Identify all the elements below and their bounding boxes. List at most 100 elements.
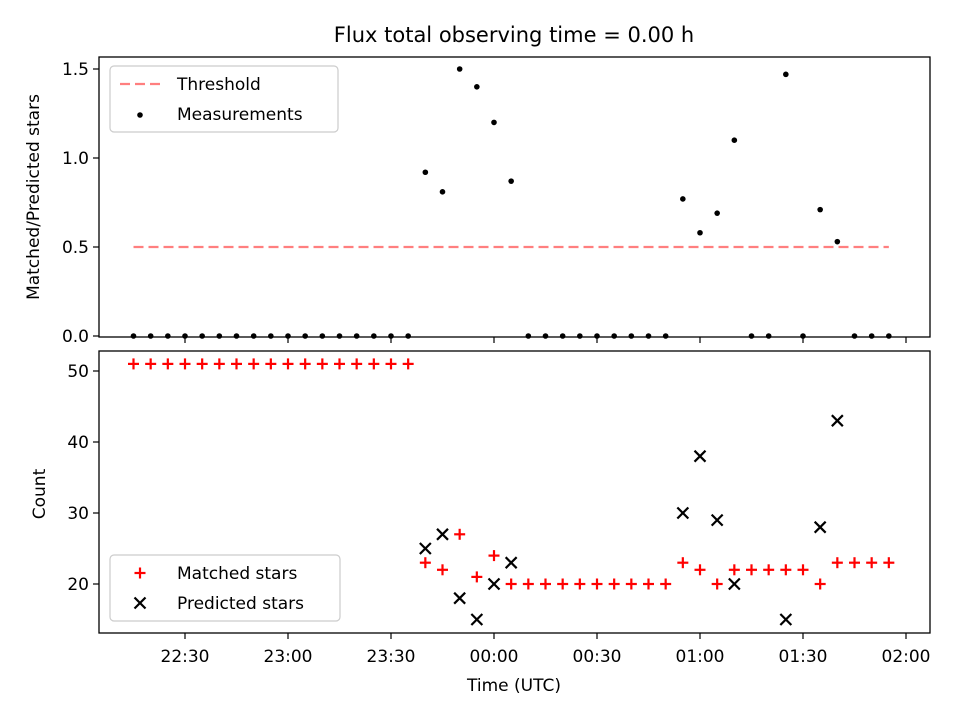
matched-star-point <box>179 358 191 370</box>
predicted-star-point <box>487 577 501 591</box>
matched-star-point <box>248 358 260 370</box>
measurement-point <box>319 333 326 339</box>
measurement-point <box>250 333 257 339</box>
bottom-axes-frame <box>98 350 931 634</box>
bottom-x-tick-label: 02:00 <box>882 647 931 667</box>
matched-star-point <box>265 358 277 370</box>
measurement-point <box>268 333 274 339</box>
matched-star-point <box>505 578 517 590</box>
bottom-x-tick-label: 01:00 <box>676 647 725 667</box>
measurement-point <box>233 333 240 339</box>
top-title: Flux total observing time = 0.00 h <box>334 23 694 47</box>
x-marker-b <box>693 449 707 463</box>
matched-star-point <box>814 578 826 590</box>
measurement-point <box>491 119 497 126</box>
bottom-xlabel: Time (UTC) <box>466 676 561 696</box>
matched-star-point <box>763 564 775 576</box>
x-marker-b <box>728 577 741 591</box>
matched-star-point <box>282 358 294 370</box>
measurement-point <box>285 333 291 339</box>
x-marker-b <box>453 591 466 605</box>
measurement-point <box>748 333 755 339</box>
top-legend-box <box>109 65 339 133</box>
bottom-x-ticks: 22:30 23:00 23:30 00:00 00:30 01:00 01:30 02:00 <box>161 633 931 667</box>
matched-star-point <box>471 571 483 583</box>
matched-star-point <box>351 358 363 370</box>
bottom-x-tick-label: 01:30 <box>779 647 828 667</box>
matched-star-point <box>797 564 809 576</box>
legend-predicted-label: Predicted stars <box>177 594 304 614</box>
top-axes-frame <box>98 56 931 338</box>
predicted-star-point <box>813 520 827 534</box>
measurement-point <box>628 333 635 339</box>
top-legend: Threshold Measurements <box>109 65 339 133</box>
matched-star-point <box>522 578 534 590</box>
matched-star-point <box>128 358 139 370</box>
predicted-star-point <box>779 613 793 626</box>
bottom-x-tick-label: 00:00 <box>470 647 519 667</box>
top-y-tick-label: 0.5 <box>62 238 89 258</box>
x-marker-b <box>436 528 449 541</box>
matched-star-point <box>831 557 843 569</box>
matched-star-point <box>866 557 878 569</box>
matched-star-point <box>299 358 311 370</box>
measurement-point <box>508 178 514 184</box>
matched-star-point <box>213 358 225 370</box>
x-marker-b <box>831 414 844 427</box>
matched-star-point <box>385 358 397 370</box>
matched-star-point <box>728 564 740 576</box>
measurement-point <box>147 333 154 339</box>
matched-star-point <box>677 557 689 569</box>
matched-star-point <box>145 358 157 370</box>
bottom-x-tick-label: 00:30 <box>573 647 622 667</box>
measurement-point <box>645 333 652 339</box>
predicted-star-point <box>710 513 724 527</box>
matched-star-point <box>196 358 208 370</box>
matched-star-point <box>746 564 757 576</box>
matched-star-point <box>231 358 242 370</box>
predicted-star-point <box>728 577 741 591</box>
top-panel: Flux total observing time = 0.00 h Match… <box>24 23 931 347</box>
matched-star-point <box>694 564 706 576</box>
matched-star-point <box>334 358 345 370</box>
measurement-point <box>680 196 686 202</box>
matched-star-point <box>454 528 466 540</box>
top-y-ticks: 0.0 0.5 1.0 1.5 <box>62 60 99 347</box>
matched-star-point <box>488 550 500 562</box>
x-marker-b <box>813 520 827 534</box>
top-ylabel: Matched/Predicted stars <box>24 94 44 300</box>
matched-star-point <box>316 358 328 370</box>
legend-predicted-swatch <box>133 596 147 610</box>
legend-matched-swatch <box>134 567 146 579</box>
top-y-tick-label: 1.0 <box>62 149 89 169</box>
measurement-point <box>800 333 806 339</box>
bottom-panel: Count Time (UTC) 20 30 40 50 22:30 23:00 23:3… <box>30 350 931 696</box>
matched-star-point <box>591 578 603 590</box>
measurement-point <box>851 333 858 339</box>
x-marker-b <box>676 506 690 520</box>
x-marker-b <box>419 542 432 555</box>
matched-star-point <box>574 578 586 590</box>
matched-star-point <box>368 358 380 370</box>
bottom-x-tick-label: 23:30 <box>367 647 416 667</box>
measurement-point <box>611 333 617 339</box>
measurement-point <box>336 333 343 339</box>
legend-predicted-marker <box>133 596 147 610</box>
measurement-point <box>353 333 360 339</box>
measurement-point <box>577 333 583 339</box>
bottom-ylabel: Count <box>30 468 50 519</box>
top-y-tick-label: 0.0 <box>62 327 89 347</box>
bottom-y-tick-label: 30 <box>67 504 89 524</box>
predicted-star-point <box>436 528 449 541</box>
predicted-star-point <box>453 591 466 605</box>
measurement-point <box>388 333 394 339</box>
x-marker-b <box>133 596 147 610</box>
legend-measurement-swatch <box>137 112 143 118</box>
x-marker-b <box>779 613 793 626</box>
measurement-point <box>405 333 411 339</box>
measurement-point <box>165 333 171 339</box>
measurement-point <box>714 210 720 216</box>
bottom-y-tick-label: 20 <box>67 575 89 595</box>
matched-star-point <box>162 358 174 370</box>
